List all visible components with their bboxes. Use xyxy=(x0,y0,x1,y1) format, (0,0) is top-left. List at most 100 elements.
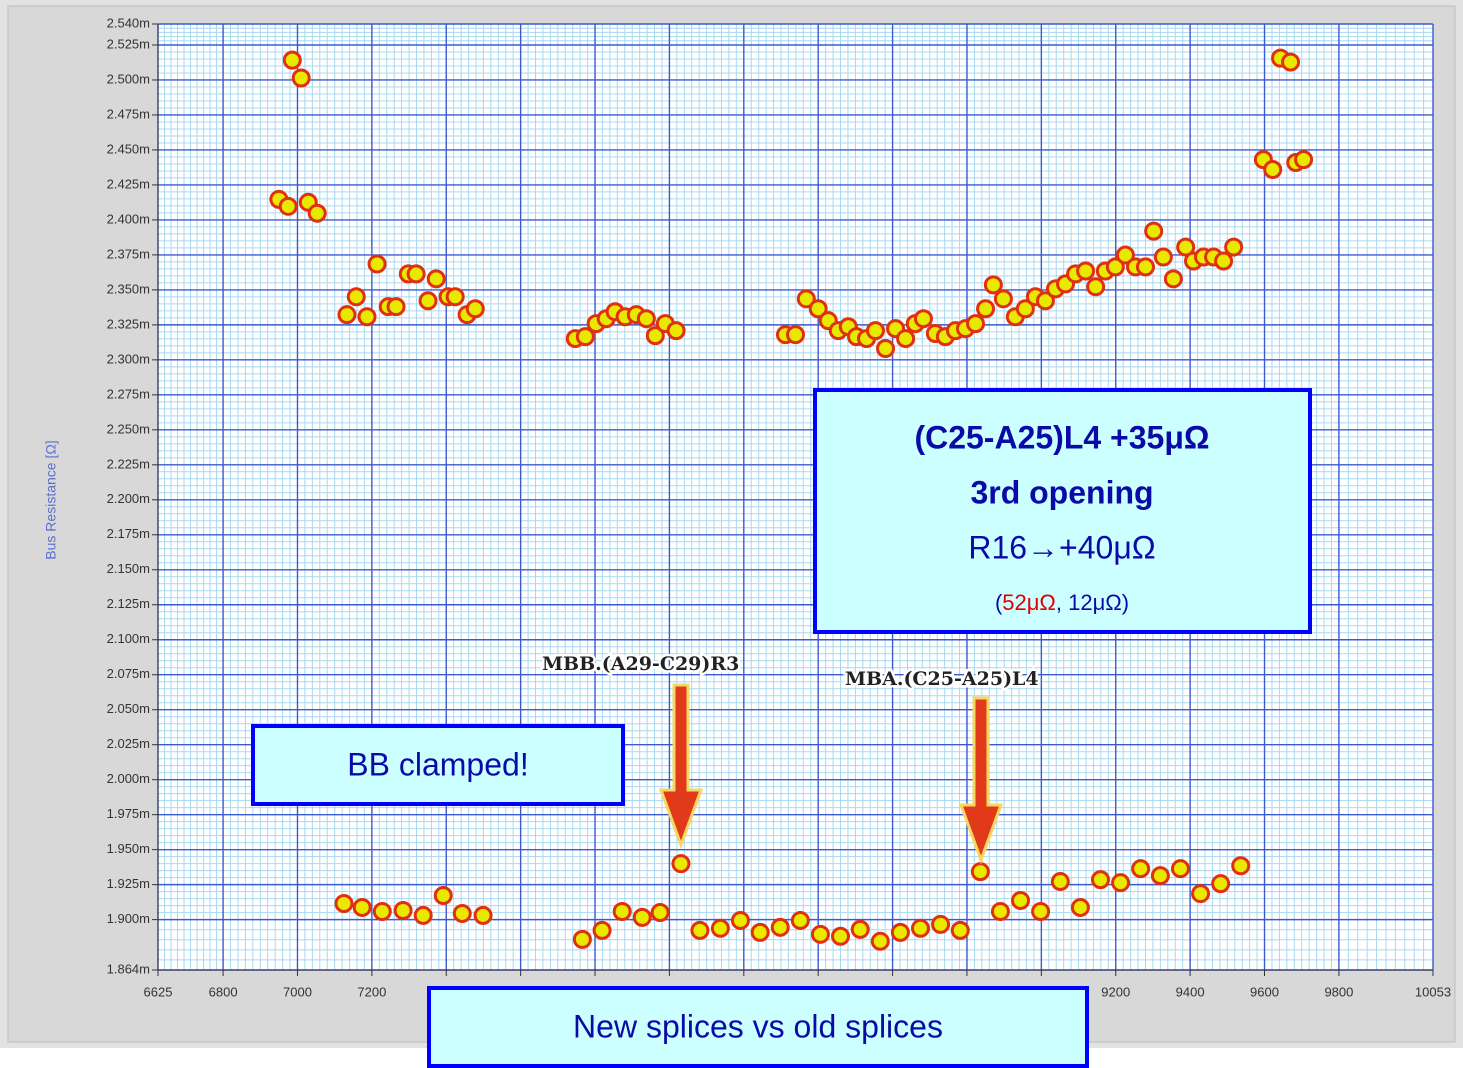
point xyxy=(418,291,438,311)
point xyxy=(452,903,472,923)
point xyxy=(1144,221,1164,241)
point xyxy=(1090,870,1110,890)
point xyxy=(426,269,446,289)
point xyxy=(572,929,592,949)
x-tick-label: 9600 xyxy=(1250,984,1279,999)
y-tick-label: 1.864m xyxy=(107,961,150,976)
arrow xyxy=(958,696,1004,865)
point xyxy=(710,918,730,938)
point xyxy=(796,289,816,309)
point xyxy=(612,902,632,922)
point xyxy=(1011,890,1031,910)
point xyxy=(976,299,996,319)
point xyxy=(307,203,327,223)
point xyxy=(650,902,670,922)
point xyxy=(1076,261,1096,281)
point xyxy=(666,321,686,341)
point xyxy=(870,931,890,951)
point xyxy=(1163,269,1183,289)
y-tick-label: 2.400m xyxy=(107,211,150,226)
point xyxy=(1224,237,1244,257)
point xyxy=(1170,859,1190,879)
point xyxy=(993,289,1013,309)
y-tick-label: 2.275m xyxy=(107,386,150,401)
clamped-box xyxy=(251,724,625,806)
point xyxy=(1131,859,1151,879)
x-tick-label: 7000 xyxy=(283,984,312,999)
y-tick-label: 2.050m xyxy=(107,701,150,716)
y-tick-label: 2.540m xyxy=(107,15,150,30)
y-tick-label: 2.350m xyxy=(107,281,150,296)
point xyxy=(983,275,1003,295)
point xyxy=(770,917,790,937)
point xyxy=(357,307,377,327)
point xyxy=(1105,257,1125,277)
footer-text: New splices vs old splices xyxy=(573,1008,943,1044)
point xyxy=(690,920,710,940)
y-tick-label: 2.300m xyxy=(107,351,150,366)
y-tick-label: 2.425m xyxy=(107,176,150,191)
info-box xyxy=(813,388,1312,634)
info-text: R16→+40μΩ xyxy=(968,529,1155,565)
point xyxy=(910,918,930,938)
point xyxy=(1263,160,1283,180)
y-tick-label: 2.000m xyxy=(107,771,150,786)
point xyxy=(291,68,311,88)
info-text: 3rd opening xyxy=(970,474,1153,510)
x-tick-label: 9400 xyxy=(1176,984,1205,999)
y-tick-label: 2.250m xyxy=(107,421,150,436)
point xyxy=(966,314,986,334)
point xyxy=(1211,874,1231,894)
point xyxy=(730,910,750,930)
point xyxy=(865,321,885,341)
point xyxy=(352,897,372,917)
point xyxy=(386,297,406,317)
x-tick-label: 9800 xyxy=(1324,984,1353,999)
point xyxy=(465,299,485,319)
point xyxy=(970,862,990,882)
point xyxy=(282,50,302,70)
point xyxy=(831,926,851,946)
point xyxy=(445,287,465,307)
point xyxy=(810,924,830,944)
point xyxy=(1231,856,1251,876)
point xyxy=(1281,52,1301,72)
point xyxy=(1115,245,1135,265)
point xyxy=(990,902,1010,922)
point xyxy=(346,287,366,307)
y-tick-label: 2.475m xyxy=(107,106,150,121)
y-tick-label: 2.125m xyxy=(107,596,150,611)
point xyxy=(913,309,933,329)
info-text-part: , 12μΩ) xyxy=(1056,590,1129,615)
y-tick-label: 2.325m xyxy=(107,316,150,331)
point xyxy=(1176,237,1196,257)
footer-box xyxy=(427,986,1089,1068)
point xyxy=(334,894,354,914)
point xyxy=(473,905,493,925)
x-tick-label: 9200 xyxy=(1101,984,1130,999)
point xyxy=(786,325,805,345)
points xyxy=(269,48,1314,951)
y-tick-label: 1.975m xyxy=(107,806,150,821)
point xyxy=(790,910,810,930)
point xyxy=(636,309,656,329)
point xyxy=(433,886,453,906)
y-tick-label: 2.200m xyxy=(107,491,150,506)
clamped-text: BB clamped! xyxy=(347,746,528,782)
point xyxy=(1070,897,1090,917)
y-tick-label: 2.100m xyxy=(107,631,150,646)
y-tick-label: 2.450m xyxy=(107,141,150,156)
info-text-part: ( xyxy=(995,590,1003,615)
point xyxy=(1050,872,1070,892)
arrow-label: MBB.(A29-C29)R3 xyxy=(542,653,739,675)
point xyxy=(1015,299,1035,319)
info-text: (52μΩ, 12μΩ) xyxy=(995,590,1129,615)
point xyxy=(896,329,916,349)
y-tick-label: 2.075m xyxy=(107,666,150,681)
info-text-part: 52μΩ xyxy=(1002,590,1056,615)
point xyxy=(337,305,357,325)
point xyxy=(278,196,298,216)
point xyxy=(406,264,426,284)
point xyxy=(367,254,387,274)
